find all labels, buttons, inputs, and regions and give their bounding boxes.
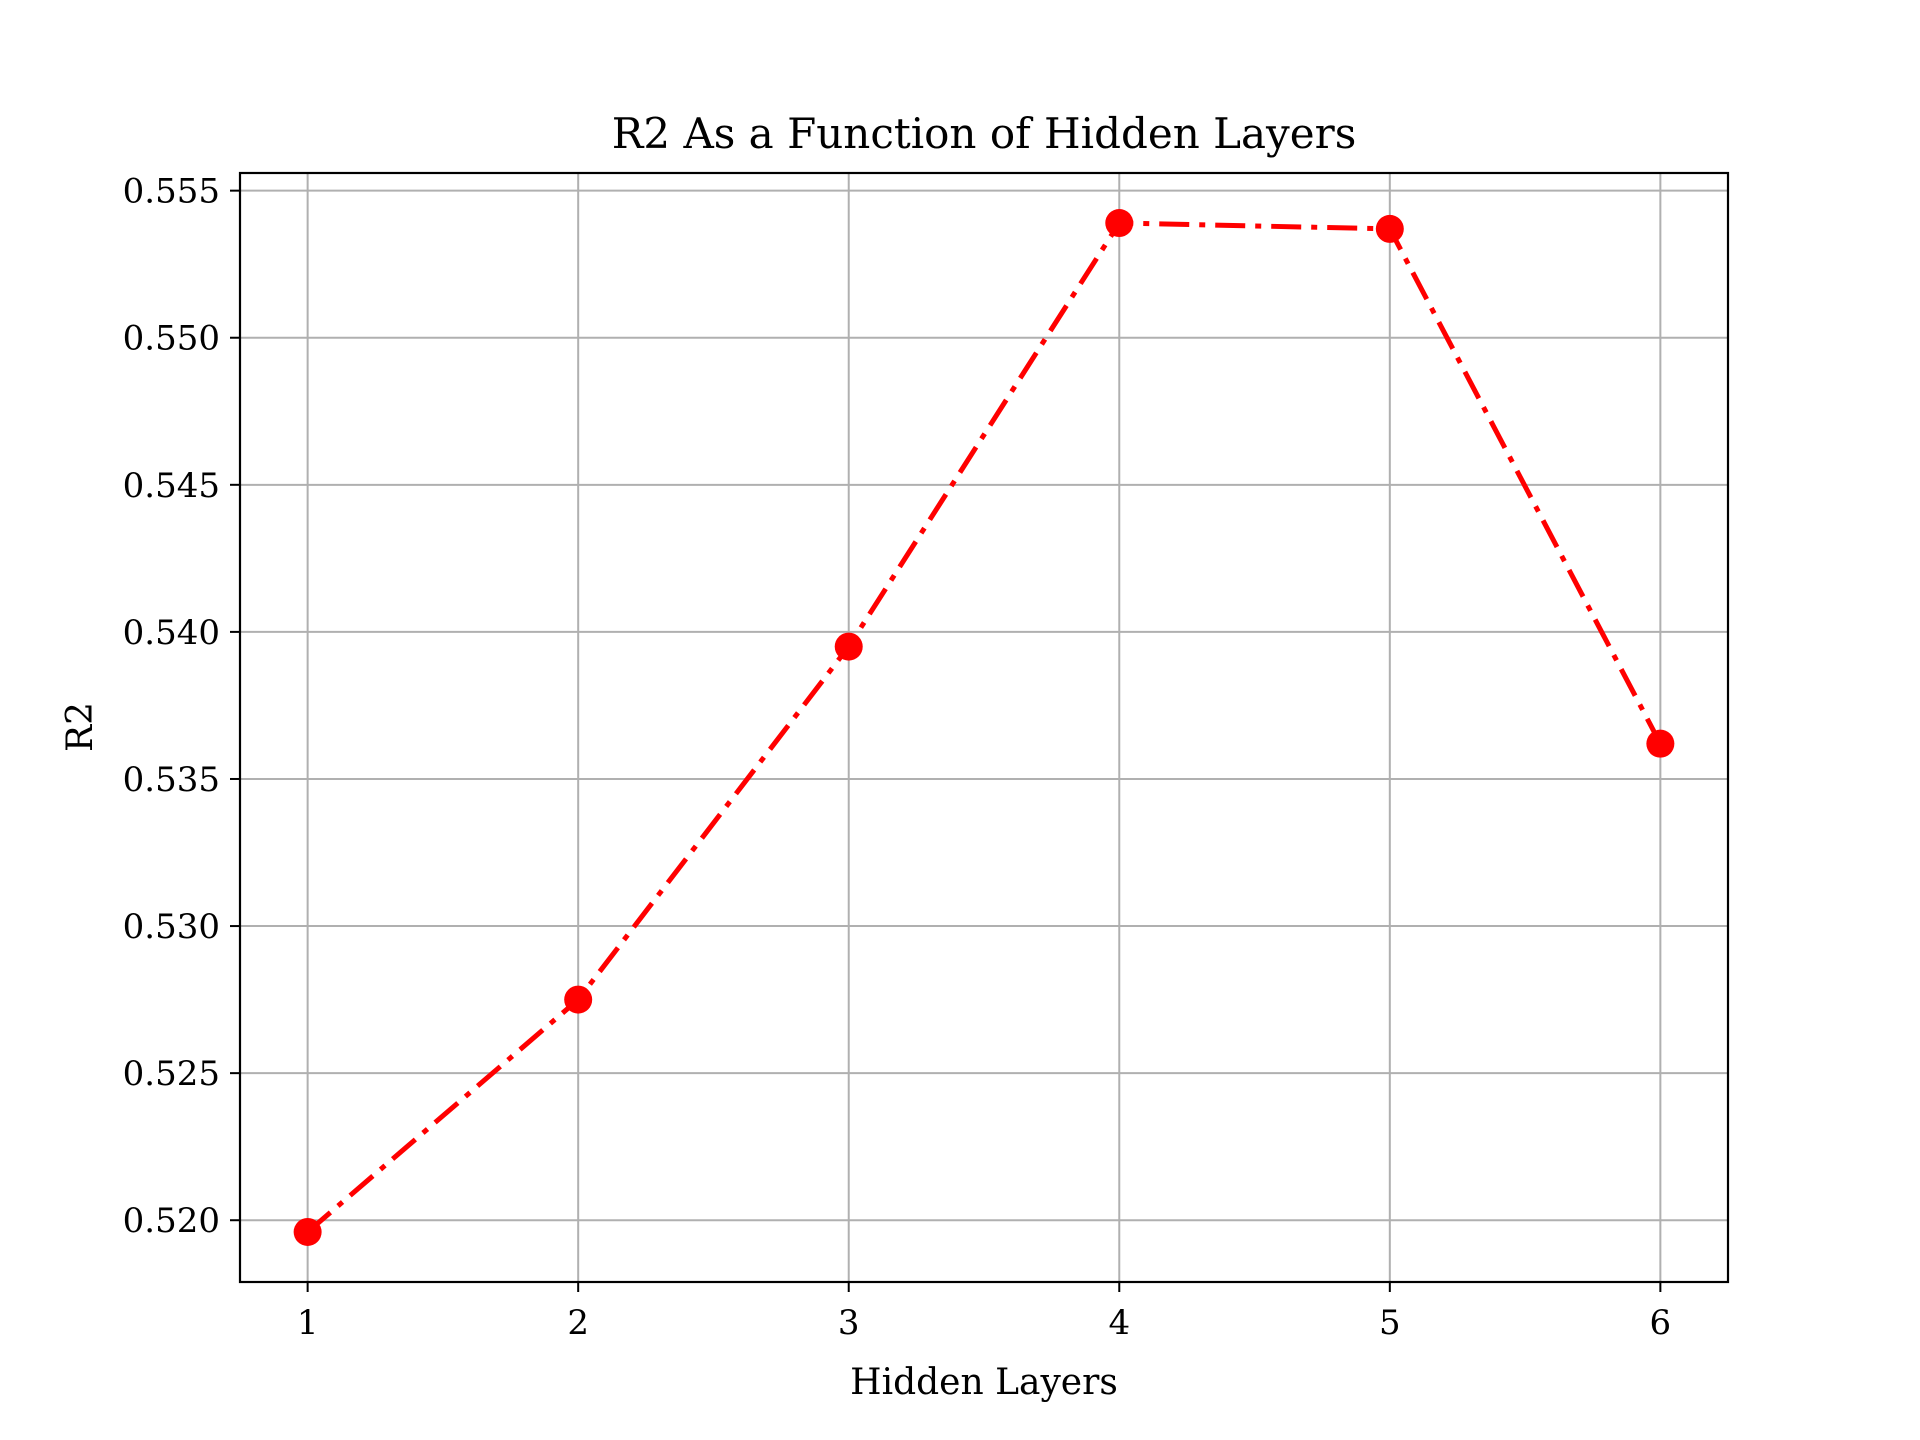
x-tick-label: 1 — [297, 1303, 319, 1343]
y-tick-label: 0.535 — [123, 760, 220, 800]
x-tick-label: 2 — [567, 1303, 589, 1343]
x-axis-label: Hidden Layers — [850, 1362, 1118, 1403]
series-line — [306, 220, 1663, 1234]
data-point — [1375, 214, 1404, 243]
x-tick-label: 3 — [838, 1303, 860, 1343]
y-tick-label: 0.525 — [123, 1054, 220, 1094]
data-point — [564, 985, 593, 1014]
x-tick-label: 5 — [1379, 1303, 1401, 1343]
grid-lines — [240, 173, 1728, 1282]
y-tick-label: 0.550 — [123, 319, 220, 359]
axis-ticks: 1 2 3 4 5 6 0.520 0.525 0.530 0.535 0.540 0.545 0.55… — [123, 172, 1672, 1343]
chart-title: R2 As a Function of Hidden Layers — [612, 109, 1357, 158]
data-series — [293, 209, 1675, 1246]
plot-area-frame — [238, 171, 1730, 1284]
x-tick-label: 6 — [1650, 1303, 1672, 1343]
y-tick-label: 0.545 — [123, 466, 220, 506]
y-tick-label: 0.555 — [123, 172, 220, 212]
data-point — [1646, 729, 1675, 758]
y-tick-label: 0.530 — [123, 907, 220, 947]
y-axis-label: R2 — [60, 702, 101, 752]
data-point — [834, 632, 863, 661]
y-tick-label: 0.540 — [123, 613, 220, 653]
y-tick-label: 0.520 — [123, 1201, 220, 1241]
data-point — [1105, 209, 1134, 238]
x-tick-label: 4 — [1108, 1303, 1130, 1343]
data-point — [293, 1217, 322, 1246]
